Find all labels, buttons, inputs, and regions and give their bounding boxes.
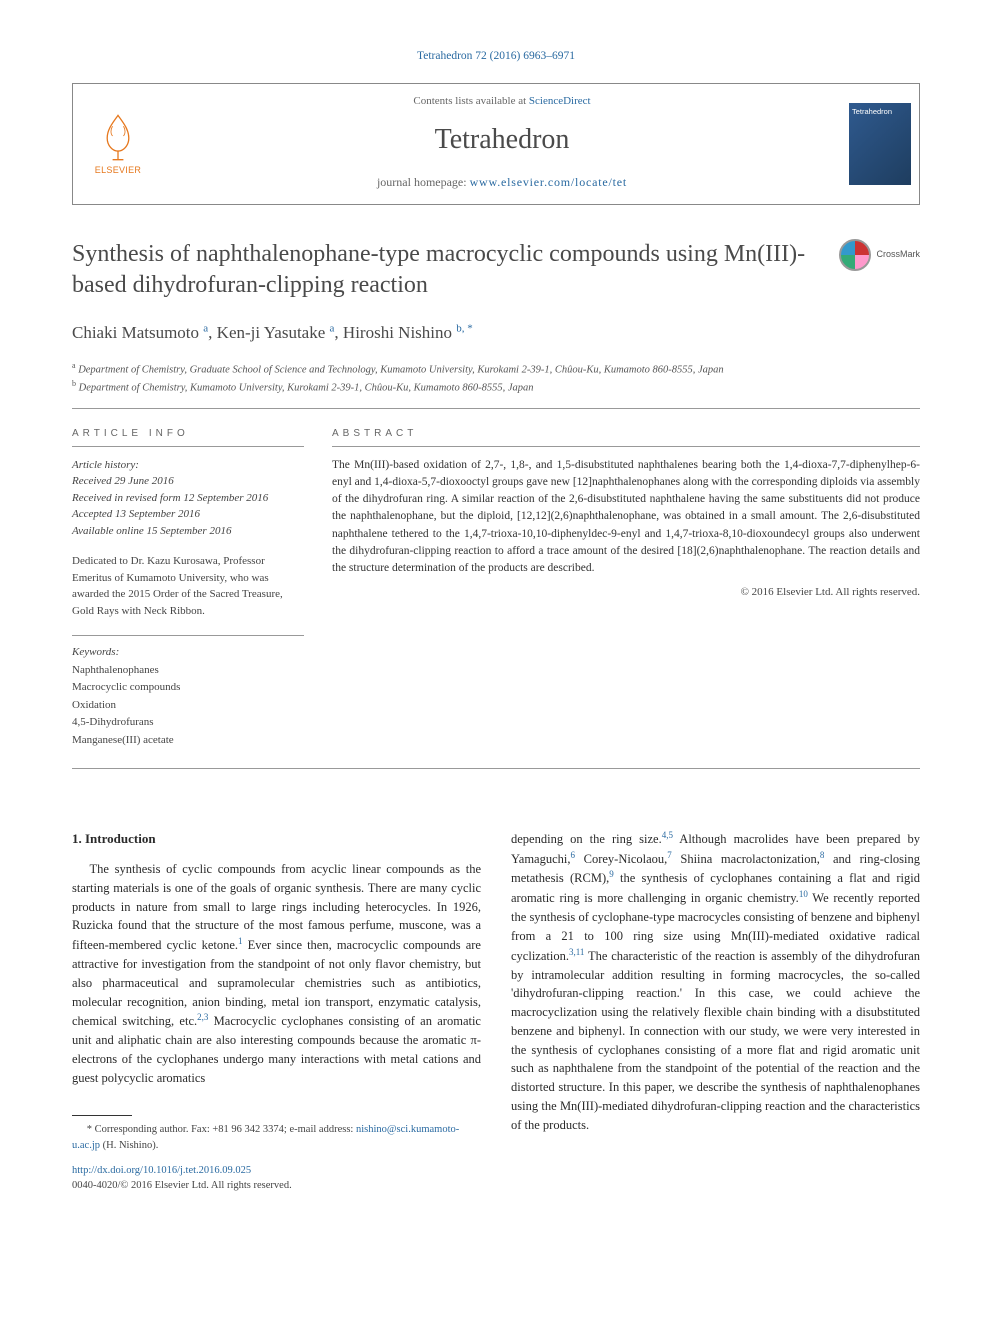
publisher-logo-region: ELSEVIER <box>73 84 163 204</box>
keyword-item: 4,5-Dihydrofurans <box>72 716 154 728</box>
keyword-item: Manganese(III) acetate <box>72 734 174 746</box>
citation-reference: Tetrahedron 72 (2016) 6963–6971 <box>72 48 920 65</box>
abstract-text: The Mn(III)-based oxidation of 2,7-, 1,8… <box>332 457 920 578</box>
crossmark-icon <box>839 239 871 271</box>
intro-paragraph-2: depending on the ring size.4,5 Although … <box>511 829 920 1135</box>
body-text-columns: 1. Introduction The synthesis of cyclic … <box>72 829 920 1194</box>
keyword-item: Macrocyclic compounds <box>72 681 180 693</box>
journal-name: Tetrahedron <box>171 120 833 161</box>
footnote-suffix: (H. Nishino). <box>100 1140 158 1151</box>
crossmark-badge[interactable]: CrossMark <box>839 239 920 271</box>
journal-homepage-link[interactable]: www.elsevier.com/locate/tet <box>470 175 627 189</box>
authors-line: Chiaki Matsumoto a, Ken-ji Yasutake a, H… <box>72 321 920 346</box>
keyword-item: Naphthalenophanes <box>72 664 159 676</box>
intro-paragraph-1: The synthesis of cyclic compounds from a… <box>72 860 481 1087</box>
keywords-block: Keywords: Naphthalenophanes Macrocyclic c… <box>72 635 304 750</box>
online-date: Available online 15 September 2016 <box>72 525 231 537</box>
doi-block: http://dx.doi.org/10.1016/j.tet.2016.09.… <box>72 1164 481 1193</box>
article-history: Article history: Received 29 June 2016 R… <box>72 457 304 540</box>
journal-cover-thumbnail[interactable]: Tetrahedron <box>849 103 911 185</box>
dedication-text: Dedicated to Dr. Kazu Kurosawa, Professo… <box>72 553 304 619</box>
journal-homepage-line: journal homepage: www.elsevier.com/locat… <box>171 174 833 191</box>
abstract-column: ABSTRACT The Mn(III)-based oxidation of … <box>332 427 920 750</box>
header-center: Contents lists available at ScienceDirec… <box>163 84 841 204</box>
journal-header-box: ELSEVIER Contents lists available at Sci… <box>72 83 920 205</box>
section-heading-introduction: 1. Introduction <box>72 829 481 849</box>
revised-date: Received in revised form 12 September 20… <box>72 492 268 504</box>
received-date: Received 29 June 2016 <box>72 475 174 487</box>
article-info-heading: ARTICLE INFO <box>72 427 304 447</box>
article-title: Synthesis of naphthalenophane-type macro… <box>72 239 839 301</box>
divider-line-2 <box>72 768 920 769</box>
homepage-prefix: journal homepage: <box>377 175 470 189</box>
contents-prefix: Contents lists available at <box>413 95 528 107</box>
contents-available-text: Contents lists available at ScienceDirec… <box>171 94 833 110</box>
elsevier-tree-icon <box>91 110 145 164</box>
divider-line <box>72 408 920 409</box>
citation-link[interactable]: Tetrahedron 72 (2016) 6963–6971 <box>417 50 575 62</box>
body-column-right: depending on the ring size.4,5 Although … <box>511 829 920 1194</box>
keyword-item: Oxidation <box>72 699 116 711</box>
issn-copyright: 0040-4020/© 2016 Elsevier Ltd. All right… <box>72 1180 292 1191</box>
sciencedirect-link[interactable]: ScienceDirect <box>529 95 591 107</box>
journal-cover-region: Tetrahedron <box>841 84 919 204</box>
footnote-prefix: * Corresponding author. Fax: +81 96 342 … <box>87 1124 356 1135</box>
corresponding-author-footnote: * Corresponding author. Fax: +81 96 342 … <box>72 1122 481 1154</box>
elsevier-logo[interactable]: ELSEVIER <box>83 106 153 182</box>
abstract-copyright: © 2016 Elsevier Ltd. All rights reserved… <box>332 585 920 601</box>
history-label: Article history: <box>72 459 139 471</box>
affiliations-block: a Department of Chemistry, Graduate Scho… <box>72 360 920 397</box>
keywords-label: Keywords: <box>72 644 304 662</box>
publisher-name: ELSEVIER <box>95 164 141 177</box>
doi-link[interactable]: http://dx.doi.org/10.1016/j.tet.2016.09.… <box>72 1165 251 1176</box>
footnote-separator <box>72 1115 132 1116</box>
accepted-date: Accepted 13 September 2016 <box>72 508 200 520</box>
cover-label: Tetrahedron <box>852 107 892 116</box>
abstract-heading: ABSTRACT <box>332 427 920 447</box>
article-info-column: ARTICLE INFO Article history: Received 2… <box>72 427 304 750</box>
body-column-left: 1. Introduction The synthesis of cyclic … <box>72 829 481 1194</box>
crossmark-label: CrossMark <box>876 248 920 261</box>
